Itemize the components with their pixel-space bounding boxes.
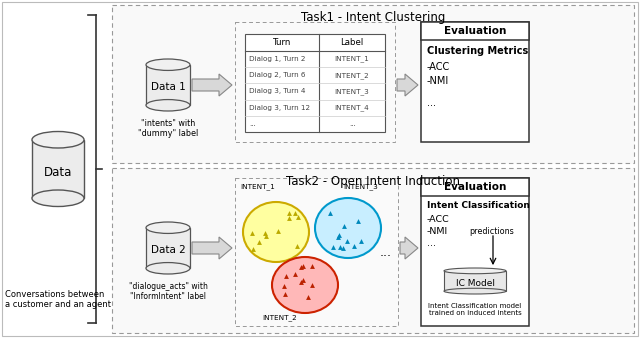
Bar: [235, 178, 398, 326]
Text: ...: ...: [427, 239, 436, 248]
Bar: [235, 22, 395, 142]
Text: "intents" with
"dummy" label: "intents" with "dummy" label: [138, 119, 198, 138]
Polygon shape: [192, 74, 232, 96]
Text: INTENT_1: INTENT_1: [335, 56, 369, 63]
Ellipse shape: [444, 288, 506, 294]
Bar: [112, 168, 634, 333]
Text: Intent Classification model
trained on induced intents: Intent Classification model trained on i…: [428, 303, 522, 316]
Text: Conversations between
a customer and an agent: Conversations between a customer and an …: [5, 290, 111, 309]
Text: ...: ...: [380, 245, 392, 259]
Ellipse shape: [146, 222, 190, 234]
Ellipse shape: [243, 202, 309, 262]
Text: INTENT_1: INTENT_1: [240, 183, 275, 190]
Ellipse shape: [32, 190, 84, 207]
Ellipse shape: [32, 131, 84, 148]
Text: Data 1: Data 1: [150, 82, 186, 92]
Text: Clustering Metrics: Clustering Metrics: [427, 46, 528, 56]
Bar: [245, 34, 385, 132]
Text: Intent Classification: Intent Classification: [427, 201, 530, 210]
Bar: [421, 178, 529, 326]
Text: Dialog 1, Turn 2: Dialog 1, Turn 2: [249, 56, 305, 62]
Text: ...: ...: [249, 121, 256, 127]
Text: Task2 - Open Intent Induction: Task2 - Open Intent Induction: [286, 174, 460, 188]
Ellipse shape: [146, 263, 190, 274]
Bar: [112, 5, 634, 163]
Polygon shape: [397, 74, 418, 96]
Text: predictions: predictions: [469, 227, 514, 236]
Text: ...: ...: [349, 121, 355, 127]
Ellipse shape: [272, 257, 338, 313]
Text: ...: ...: [427, 98, 436, 108]
Text: -NMI: -NMI: [427, 227, 448, 236]
Text: Dialog 3, Turn 12: Dialog 3, Turn 12: [249, 105, 310, 111]
Polygon shape: [400, 237, 418, 259]
Text: Label: Label: [340, 38, 364, 47]
Ellipse shape: [444, 268, 506, 274]
Text: INTENT_2: INTENT_2: [335, 72, 369, 79]
Bar: [421, 178, 529, 196]
Text: Data 2: Data 2: [150, 245, 186, 255]
Text: -ACC: -ACC: [427, 62, 451, 72]
Bar: [421, 22, 529, 142]
Text: Evaluation: Evaluation: [444, 26, 506, 36]
Text: INTENT_2: INTENT_2: [262, 314, 297, 321]
Bar: [32, 140, 84, 198]
Ellipse shape: [146, 59, 190, 70]
Text: INTENT_4: INTENT_4: [335, 104, 369, 111]
Bar: [444, 271, 506, 291]
Text: Dialog 3, Turn 4: Dialog 3, Turn 4: [249, 89, 305, 95]
Text: Task1 - Intent Clustering: Task1 - Intent Clustering: [301, 11, 445, 24]
Bar: [421, 22, 529, 40]
Polygon shape: [192, 237, 232, 259]
Text: Dialog 2, Turn 6: Dialog 2, Turn 6: [249, 72, 305, 78]
Text: -NMI: -NMI: [427, 76, 449, 86]
Bar: [146, 65, 190, 105]
Text: -ACC: -ACC: [427, 215, 450, 224]
Text: Turn: Turn: [273, 38, 291, 47]
Bar: [146, 228, 190, 268]
Text: INTENT_3: INTENT_3: [343, 183, 378, 190]
Text: "dialogue_acts" with
"InformIntent" label: "dialogue_acts" with "InformIntent" labe…: [129, 282, 207, 301]
Text: IC Model: IC Model: [456, 279, 495, 288]
Text: INTENT_3: INTENT_3: [335, 88, 369, 95]
Text: Data: Data: [44, 167, 72, 179]
Text: Evaluation: Evaluation: [444, 182, 506, 192]
Ellipse shape: [315, 198, 381, 258]
Ellipse shape: [146, 100, 190, 111]
